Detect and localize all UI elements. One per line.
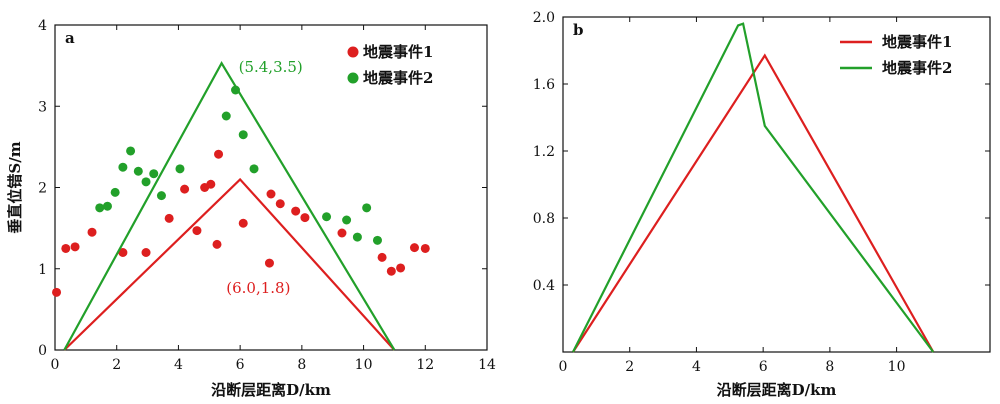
y-tick-label: 2 — [38, 181, 47, 197]
data-point — [264, 258, 274, 268]
x-tick-label: 2 — [112, 357, 121, 373]
legend-label: 地震事件1 — [882, 33, 952, 51]
y-tick-label: 0.8 — [533, 211, 555, 227]
series-line — [63, 177, 396, 351]
legend-label: 地震事件2 — [363, 69, 433, 87]
data-point — [291, 206, 301, 216]
y-tick-label: 1 — [38, 262, 47, 278]
data-point — [377, 252, 387, 262]
data-point — [141, 248, 151, 257]
x-tick-label: 4 — [174, 357, 183, 373]
data-point — [61, 243, 71, 253]
y-tick-label: 0 — [38, 343, 47, 359]
data-point — [342, 215, 352, 225]
x-axis-label: 沿断层距离D/km — [717, 381, 837, 399]
x-tick-label: 14 — [478, 357, 496, 373]
data-point — [118, 162, 128, 172]
data-point — [372, 235, 382, 245]
data-point — [102, 201, 112, 211]
x-tick-label: 0 — [559, 359, 568, 375]
panel-letter: b — [573, 21, 584, 39]
panel-letter: a — [65, 29, 75, 47]
x-axis-label: 沿断层距离D/km — [211, 381, 331, 399]
data-point — [156, 191, 166, 201]
data-point — [180, 184, 190, 194]
legend-label: 地震事件1 — [363, 43, 433, 61]
data-point — [175, 164, 185, 174]
data-point — [386, 266, 396, 276]
data-point — [352, 232, 362, 242]
x-tick-label: 0 — [51, 357, 60, 373]
x-tick-label: 6 — [759, 359, 768, 375]
y-tick-label: 0.4 — [533, 278, 555, 294]
data-point — [214, 149, 224, 159]
data-point — [249, 164, 259, 174]
data-point — [409, 243, 419, 253]
data-point — [275, 199, 285, 209]
data-point — [164, 213, 174, 223]
x-tick-label: 8 — [825, 359, 834, 375]
data-point — [300, 213, 310, 223]
y-tick-label: 1.6 — [533, 77, 555, 93]
data-point — [70, 242, 80, 252]
y-tick-label: 3 — [38, 99, 47, 115]
y-tick-label: 1.2 — [533, 144, 555, 160]
x-tick-label: 6 — [236, 357, 245, 373]
data-point — [337, 228, 347, 238]
plot-frame — [562, 16, 991, 353]
x-tick-label: 10 — [355, 357, 373, 373]
data-point — [52, 287, 62, 297]
data-point — [396, 263, 406, 273]
legend-marker — [347, 46, 359, 58]
data-point — [266, 189, 276, 199]
annotation-label: (6.0,1.8) — [226, 279, 290, 297]
legend: 地震事件1 地震事件2 — [347, 43, 433, 87]
data-point — [133, 166, 143, 176]
data-point — [110, 187, 120, 197]
data-point — [95, 203, 105, 213]
annotation-label: (5.4,3.5) — [239, 58, 303, 76]
series-line — [572, 22, 935, 353]
data-point — [118, 248, 128, 257]
data-point — [420, 243, 430, 253]
panel-a-chart: 0 2 4 6 8 10 12 1401234沿断层距离D/km垂直位错S/ma(5.4,3.… — [6, 18, 496, 399]
data-point — [322, 212, 332, 222]
y-tick-label: 2.0 — [533, 10, 555, 26]
y-tick-label: 4 — [38, 18, 47, 34]
data-point — [87, 227, 97, 237]
legend-label: 地震事件2 — [882, 59, 952, 77]
data-point — [362, 203, 372, 213]
x-tick-label: 10 — [888, 359, 906, 375]
x-tick-label: 4 — [692, 359, 701, 375]
panel-b-chart: 0 2 4 6 8 100.40.81.21.62.0沿断层距离D/kmb地震事件1地震事… — [533, 10, 991, 399]
legend-marker — [347, 72, 359, 84]
data-point — [126, 146, 136, 156]
y-axis-label: 垂直位错S/m — [6, 141, 24, 233]
series-line — [572, 53, 935, 353]
x-tick-label: 8 — [297, 357, 306, 373]
data-point — [206, 179, 216, 189]
data-point — [192, 226, 202, 236]
x-tick-label: 2 — [625, 359, 634, 375]
data-point — [231, 85, 241, 95]
legend: 地震事件1 地震事件2 — [840, 33, 952, 77]
data-point — [149, 169, 159, 179]
data-point — [212, 239, 222, 249]
data-point — [141, 177, 151, 187]
data-point — [238, 130, 248, 140]
data-point — [238, 218, 248, 228]
series-line — [63, 60, 396, 351]
x-tick-label: 12 — [416, 357, 434, 373]
data-point — [221, 111, 231, 121]
